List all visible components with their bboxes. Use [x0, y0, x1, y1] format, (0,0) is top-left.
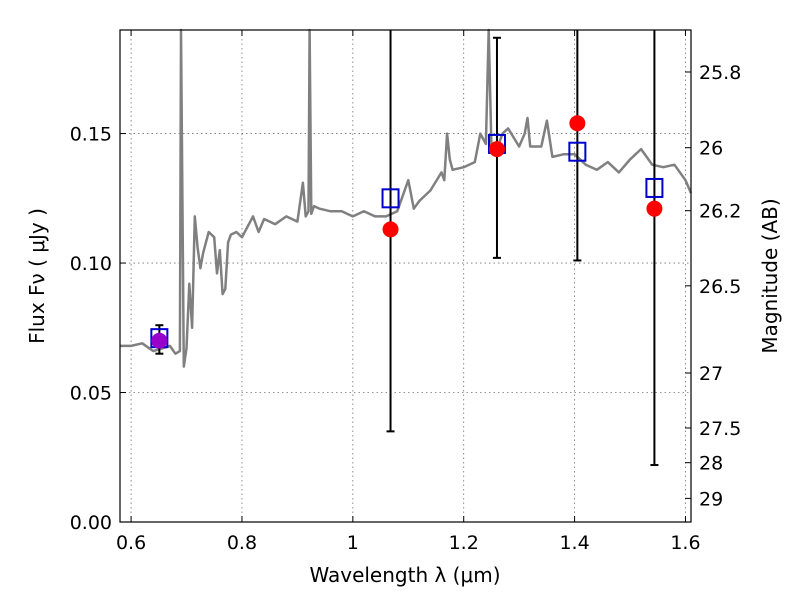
right-tick-label: 27.5 [699, 418, 741, 440]
errorbar-layer [155, 30, 659, 467]
x-axis-label: Wavelength λ (μm) [309, 563, 500, 587]
y-tick-label: 0.10 [70, 253, 112, 275]
x-tick-label: 0.6 [116, 532, 146, 554]
right-tick-label: 26 [699, 138, 723, 160]
x-tick-label: 1.2 [449, 532, 479, 554]
right-tick-label: 28 [699, 453, 723, 475]
y-axis-label: Flux Fν ( μJy ) [25, 208, 49, 344]
spectrum-layer [120, 28, 693, 368]
spectrum-line [120, 28, 693, 368]
y-tick-label: 0.00 [70, 512, 112, 534]
observed-point [382, 221, 399, 238]
right-axis-label: Magnitude (AB) [758, 198, 782, 353]
observed-layer [151, 115, 663, 349]
observed-point [569, 115, 586, 132]
x-tick-label: 0.8 [227, 532, 257, 554]
model-point [381, 188, 400, 209]
observed-point [151, 332, 168, 349]
y-tick-label: 0.05 [70, 383, 112, 405]
x-tick-label: 1.4 [559, 532, 589, 554]
x-tick-label: 1.6 [670, 532, 700, 554]
right-tick-label: 26.5 [699, 276, 741, 298]
right-tick-label: 29 [699, 488, 723, 510]
x-tick-label: 1 [347, 532, 359, 554]
tick-layer: 0.6 0.8 1 1.2 1.4 1.6 0.00 0.05 0.10 0.15 25.8 26 26… [70, 30, 741, 554]
observed-point [488, 141, 505, 158]
right-tick-label: 25.8 [699, 62, 741, 84]
right-tick-label: 26.2 [699, 201, 741, 223]
model-point [645, 177, 664, 198]
right-tick-label: 27 [699, 363, 723, 385]
grid-layer [120, 30, 691, 523]
plot-frame [119, 29, 692, 523]
y-tick-label: 0.15 [70, 124, 112, 146]
observed-point [646, 200, 663, 217]
model-point [568, 141, 587, 162]
